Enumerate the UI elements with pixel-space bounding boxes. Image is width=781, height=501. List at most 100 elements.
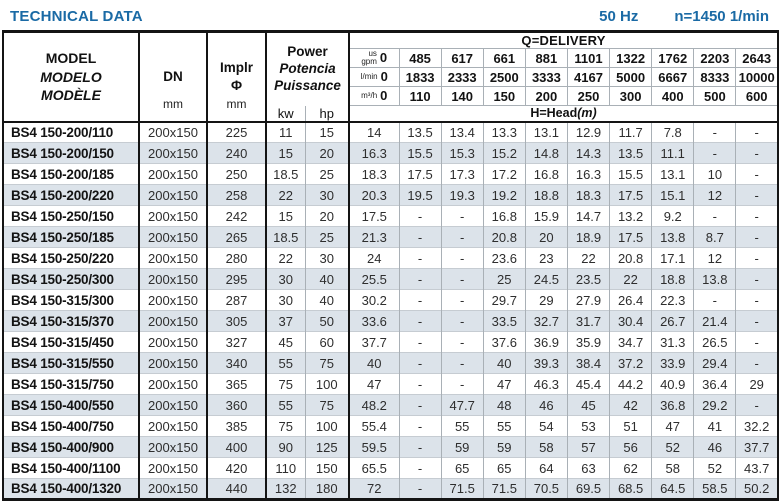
head-value-cell: 26.5: [693, 331, 736, 353]
page-title: TECHNICAL DATA: [10, 8, 143, 25]
head-value-cell: 11.1: [651, 142, 694, 164]
flow-unit-label: l/min: [360, 71, 378, 81]
table-header: MODEL MODELO MODÈLE DN mm Implr Φ mm: [3, 31, 778, 123]
head-value-cell: 17.1: [651, 247, 694, 269]
model-cell: BS4 150-315/450: [3, 331, 139, 353]
impeller-cell: 287: [206, 289, 266, 311]
head-value-cell: -: [440, 268, 484, 290]
kw-subheader: kw: [265, 105, 305, 123]
hp-cell: 50: [304, 310, 350, 332]
head-value-cell: 18.3: [348, 163, 400, 185]
delivery-value-cell: 3333: [524, 67, 568, 87]
table-row: BS4 150-315/370 200x150 305 37 50 33.6- -33.5 3…: [3, 310, 778, 332]
impeller-cell: 258: [206, 184, 266, 206]
head-value-cell: 63: [566, 457, 610, 479]
dn-cell: 200x150: [138, 415, 207, 437]
dn-cell: 200x150: [138, 142, 207, 164]
head-value-cell: 22: [566, 247, 610, 269]
head-value-cell: -: [693, 142, 736, 164]
dn-cell: 200x150: [138, 457, 207, 479]
head-value-cell: 11.7: [609, 121, 652, 143]
head-value-cell: 17.5: [348, 205, 400, 227]
hp-cell: 100: [304, 373, 350, 395]
head-value-cell: 51: [609, 415, 652, 437]
flow-unit-label: us gpm: [361, 49, 377, 66]
head-value-cell: 17.5: [398, 163, 442, 185]
kw-cell: 22: [265, 184, 305, 206]
delivery-value-cell: 2643: [735, 48, 778, 68]
impeller-cell: 280: [206, 247, 266, 269]
model-cell: BS4 150-200/220: [3, 184, 139, 206]
table-row: BS4 150-400/900 200x150 400 90 125 59.5-59 59 5…: [3, 436, 778, 458]
head-value-cell: 64: [524, 457, 568, 479]
dn-cell: 200x150: [138, 226, 207, 248]
delivery-value-cell: 1762: [651, 48, 694, 68]
table-row: BS4 150-400/1320 200x150 440 132 180 72-71.5 7…: [3, 478, 778, 500]
head-value-cell: 35.9: [566, 331, 610, 353]
flow-zero-value: 0: [380, 69, 388, 84]
head-value-cell: 70.5: [524, 478, 568, 500]
head-value-cell: -: [735, 121, 778, 143]
head-value-cell: 55.4: [348, 415, 400, 437]
head-value-cell: 34.7: [609, 331, 652, 353]
head-value-cell: 17.5: [609, 184, 652, 206]
head-value-cell: 52: [693, 457, 736, 479]
dn-cell: 200x150: [138, 373, 207, 395]
model-cell: BS4 150-250/185: [3, 226, 139, 248]
table-row: BS4 150-200/185 200x150 250 18.5 25 18.3 17.5 1…: [3, 163, 778, 185]
head-value-cell: 13.5: [398, 121, 442, 143]
head-value-cell: 40: [348, 352, 400, 374]
head-value-cell: -: [735, 289, 778, 311]
model-cell: BS4 150-250/220: [3, 247, 139, 269]
head-value-cell: 32.2: [735, 415, 778, 437]
head-value-cell: 24.5: [524, 268, 568, 290]
head-value-cell: 50.2: [735, 478, 778, 500]
delivery-zero-cell: us gpm 0: [348, 48, 400, 68]
delivery-value-cell: 10000: [735, 67, 778, 87]
delivery-unit-row: us gpm 0 485 617 661 881 1101 1322 1762 2203 2643: [3, 48, 778, 68]
head-value-cell: 39.3: [524, 352, 568, 374]
head-value-cell: 13.1: [524, 121, 568, 143]
head-value-cell: -: [398, 268, 442, 290]
delivery-value-cell: 300: [609, 86, 652, 106]
power-header-fr: Puissance: [274, 77, 341, 93]
head-value-cell: -: [735, 205, 778, 227]
head-value-cell: 58.5: [693, 478, 736, 500]
head-value-cell: 58: [524, 436, 568, 458]
model-cell: BS4 150-400/750: [3, 415, 139, 437]
head-value-cell: -: [398, 478, 442, 500]
hp-cell: 125: [304, 436, 350, 458]
model-cell: BS4 150-200/110: [3, 121, 139, 143]
head-value-cell: 20.3: [348, 184, 400, 206]
head-value-cell: 64.5: [651, 478, 694, 500]
head-value-cell: 29: [524, 289, 568, 311]
delivery-value-cell: 400: [651, 86, 694, 106]
head-value-cell: 26.7: [651, 310, 694, 332]
head-value-cell: 46.3: [524, 373, 568, 395]
head-value-cell: 15.5: [398, 142, 442, 164]
head-value-cell: 23.5: [566, 268, 610, 290]
delivery-value-cell: 881: [524, 48, 568, 68]
head-value-cell: -: [735, 394, 778, 416]
head-value-cell: 33.9: [651, 352, 694, 374]
dn-cell: 200x150: [138, 121, 207, 143]
power-column-header: Power Potencia Puissance: [264, 31, 350, 106]
impeller-cell: 265: [206, 226, 266, 248]
head-value-cell: -: [440, 247, 484, 269]
delivery-unit-row: m³/h 0 110 140 150 200 250 300 400 500 600: [3, 86, 778, 106]
head-value-cell: 20.8: [482, 226, 526, 248]
head-value-cell: 71.5: [440, 478, 484, 500]
delivery-value-cell: 485: [398, 48, 442, 68]
head-value-cell: 18.8: [651, 268, 694, 290]
impeller-cell: 242: [206, 205, 266, 227]
frequency-label: 50 Hz: [599, 8, 639, 25]
head-value-cell: 72: [348, 478, 400, 500]
head-value-cell: 15.1: [651, 184, 694, 206]
top-bar: TECHNICAL DATA 50 Hz n=1450 1/min: [0, 0, 781, 30]
impeller-cell: 360: [206, 394, 266, 416]
head-value-cell: 23.6: [482, 247, 526, 269]
head-value-cell: 14.8: [524, 142, 568, 164]
head-value-cell: 57: [566, 436, 610, 458]
head-value-cell: 10: [693, 163, 736, 185]
delivery-value-cell: 5000: [609, 67, 652, 87]
